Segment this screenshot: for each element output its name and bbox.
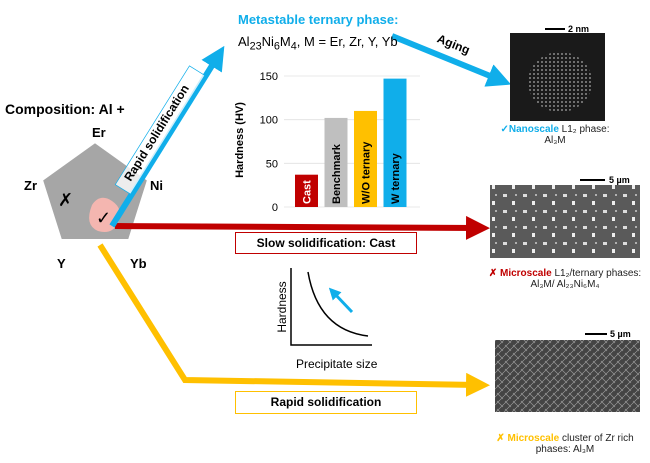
sub: 6 — [273, 40, 280, 53]
chart-ylabel: Hardness (HV) — [234, 102, 246, 178]
y-tick-label: 0 — [272, 202, 278, 214]
bar-benchmark — [324, 117, 348, 207]
caption-line2: Al₃M/ Al₂₃Ni₆M₄ — [530, 279, 600, 290]
caption-rest: cluster of Zr rich — [559, 433, 634, 444]
sem-rapid-image — [495, 340, 640, 412]
element-yb: Yb — [130, 256, 147, 271]
rapid-caption: ✗ Microscale cluster of Zr rich phases: A… — [480, 433, 650, 455]
caption-highlight: Microscale — [499, 268, 552, 279]
y-tick-label: 100 — [260, 115, 278, 127]
caption-rest: L1₂ phase: Al₃M — [544, 124, 610, 146]
caption-rest: L1₂/ternary phases: — [551, 268, 642, 279]
bar-label: W/O ternary — [361, 141, 373, 204]
sem-cast-image — [490, 185, 640, 258]
ternary-formula: Al23Ni6M4, M = Er, Zr, Y, Yb — [238, 34, 398, 53]
bar-label: Cast — [302, 180, 314, 204]
sub: 4 — [290, 40, 297, 53]
composition-title: Composition: Al + — [5, 101, 125, 117]
bar-label: Benchmark — [331, 143, 343, 204]
tem-caption: ✓Nanoscale L1₂ phase: Al₃M — [490, 124, 620, 146]
sub: 23 — [249, 40, 262, 53]
formula-al: Al — [238, 34, 250, 49]
rapid-solidification-arrow — [97, 243, 490, 397]
cross-icon: ✗ — [58, 190, 73, 210]
inset-xlabel: Precipitate size — [296, 357, 378, 371]
inset-ylabel: Hardness — [275, 281, 289, 332]
rapid-solidification-box: Rapid solidification — [235, 391, 417, 414]
aging-arrow — [390, 33, 512, 87]
tem-scale: 2 nm — [568, 24, 589, 34]
inset-axes — [290, 268, 372, 346]
rapid-scale: 5 µm — [610, 329, 631, 339]
bar-cast — [295, 174, 318, 207]
inset-arrow — [328, 287, 354, 314]
rapid-solidification-up-arrow — [109, 45, 225, 228]
y-tick-label: 50 — [266, 158, 278, 170]
cast-caption: ✗ Microscale L1₂/ternary phases: Al₃M/ Al… — [480, 268, 650, 290]
cross-icon: ✗ — [496, 433, 508, 444]
slow-solidification-box: Slow solidification: Cast — [235, 232, 417, 254]
element-y: Y — [57, 256, 66, 271]
inset-curve — [307, 271, 369, 337]
element-zr: Zr — [24, 178, 37, 193]
element-ni: Ni — [150, 178, 163, 193]
bar-label: W ternary — [390, 152, 402, 204]
caption-highlight: Nanoscale — [508, 124, 559, 135]
y-tick-label: 150 — [260, 71, 278, 83]
cast-scale: 5 µm — [609, 175, 630, 185]
formula-rest: , M = Er, Zr, Y, Yb — [296, 34, 398, 49]
caption-highlight: Microscale — [507, 433, 560, 444]
rapid-arrow-label: Rapid solidification — [121, 82, 192, 183]
formula-ni: Ni — [261, 34, 274, 49]
check-icon: ✓ — [500, 124, 509, 135]
caption-line2: phases: Al₃M — [535, 444, 595, 455]
element-er: Er — [92, 125, 106, 140]
bar-w-ternary — [383, 78, 407, 208]
slow-solidification-arrow — [114, 215, 490, 240]
check-icon: ✓ — [96, 208, 111, 228]
rapid-label-box — [114, 65, 206, 195]
bar-w-o-ternary — [354, 110, 377, 207]
formula-m: M — [279, 34, 291, 49]
cross-icon: ✗ — [488, 268, 500, 279]
hardness-bar-chart: 0 50 100 150 Cast Benchmark W/O ternary W terna… — [260, 71, 420, 214]
ternary-title: Metastable ternary phase: — [238, 12, 399, 27]
